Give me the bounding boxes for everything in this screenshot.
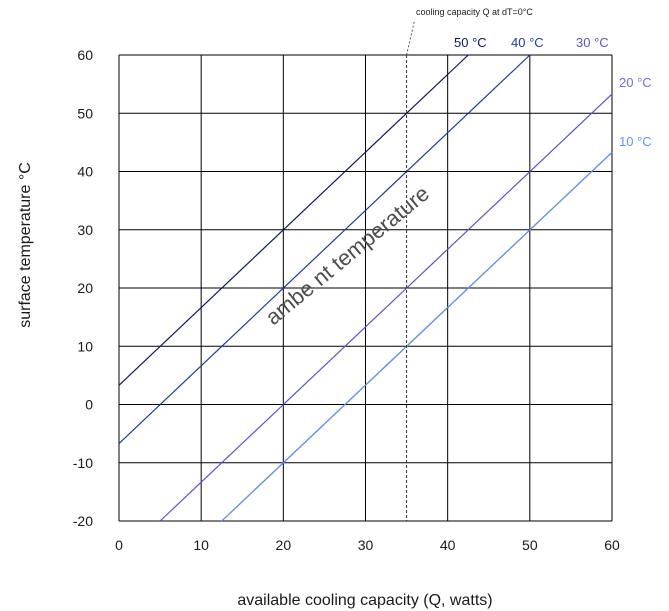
series-line xyxy=(118,54,531,444)
x-tick-label: 20 xyxy=(276,537,292,553)
series-label: 50 °C xyxy=(454,35,487,50)
series-label: 20 °C xyxy=(619,75,652,90)
series-line xyxy=(221,151,613,522)
y-tick-label: 60 xyxy=(77,47,93,63)
y-tick-label: 0 xyxy=(85,397,93,413)
x-tick-label: 60 xyxy=(604,537,620,553)
y-tick-labels: 60 50 40 30 20 10 0 -10 -20 xyxy=(73,47,93,529)
y-tick-label: 40 xyxy=(77,164,93,180)
series-lines xyxy=(118,54,613,522)
series-label: 40 °C xyxy=(511,35,544,50)
y-tick-label: 50 xyxy=(77,105,93,121)
y-tick-label: 20 xyxy=(77,280,93,296)
y-tick-label: -20 xyxy=(73,513,93,529)
series-labels: 50 °C 40 °C 30 °C 20 °C 10 °C xyxy=(454,35,652,149)
x-tick-label: 30 xyxy=(358,537,374,553)
x-tick-label: 50 xyxy=(522,537,538,553)
annotation-text: cooling capacity Q at dT=0°C xyxy=(416,7,533,17)
y-axis-title: surface temperature °C xyxy=(17,162,34,328)
x-tick-labels: 0 10 20 30 40 50 60 xyxy=(115,537,620,553)
y-tick-label: 30 xyxy=(77,222,93,238)
x-tick-label: 0 xyxy=(115,537,123,553)
x-tick-label: 10 xyxy=(193,537,209,553)
diagonal-label: ambe nt temperature xyxy=(260,181,433,330)
x-axis-title: available cooling capacity (Q, watts) xyxy=(237,592,492,609)
y-tick-label: -10 xyxy=(73,455,93,471)
series-line xyxy=(118,54,469,386)
x-tick-label: 40 xyxy=(440,537,456,553)
annotation-leader-line xyxy=(406,19,415,56)
series-label: 30 °C xyxy=(576,35,609,50)
series-label: 10 °C xyxy=(619,134,652,149)
series-line xyxy=(159,93,613,522)
grid xyxy=(118,54,613,522)
y-tick-label: 10 xyxy=(77,338,93,354)
